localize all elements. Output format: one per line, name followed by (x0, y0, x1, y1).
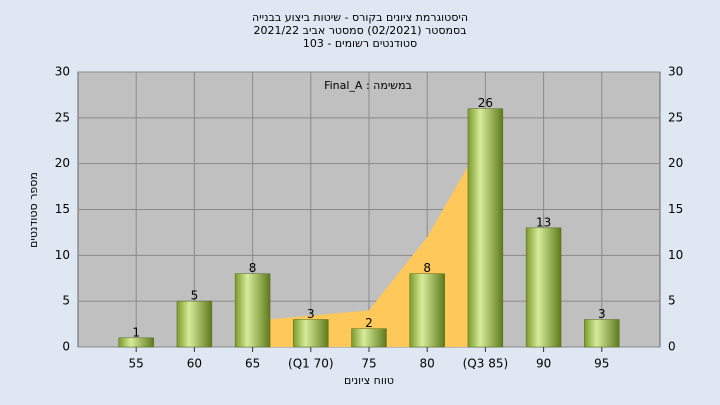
bar (234, 273, 271, 348)
x-tick-label: 75 (361, 357, 376, 371)
y-tick-label: 0 (62, 340, 70, 354)
data-label: 1 (132, 325, 140, 339)
x-tick-label: 95 (594, 357, 609, 371)
y2-tick-label: 25 (668, 110, 683, 124)
y-axis-label: מספר סטודנטים (27, 172, 40, 248)
y-tick-label: 10 (55, 248, 70, 262)
y2-tick-label: 15 (668, 202, 683, 216)
data-label: 26 (478, 96, 493, 110)
y2-tick-label: 30 (668, 65, 683, 79)
x-axis-label: טווח ציונים (344, 374, 394, 387)
x-tick-label: (Q3 85) (463, 357, 509, 371)
y-tick-label: 15 (55, 202, 70, 216)
subtitle: סטודנטים רשומים - 103 (303, 37, 417, 50)
data-label: 3 (598, 307, 606, 321)
y-tick-label: 5 (62, 294, 70, 308)
data-label: 8 (423, 261, 431, 275)
subtitle: בסמסטר (02/2021) סמסטר אביב 2021/22 (253, 24, 466, 37)
bar (409, 273, 445, 348)
y2-tick-label: 0 (668, 340, 676, 354)
x-tick-label: 80 (420, 357, 435, 371)
x-tick-label: 90 (536, 357, 551, 371)
data-label: 5 (191, 289, 199, 303)
y-tick-label: 30 (55, 65, 70, 79)
bar (118, 337, 154, 348)
y-tick-label: 25 (55, 110, 70, 124)
chart-title: היסטוגרמת ציונים בקורס - שיטות ביצוע בבנ… (252, 11, 468, 24)
y-tick-label: 20 (55, 156, 70, 170)
bar (293, 319, 329, 348)
y2-tick-label: 20 (668, 156, 683, 170)
x-tick-label: (Q1 70) (288, 357, 334, 371)
x-tick-label: 60 (187, 357, 202, 371)
x-tick-label: 55 (129, 357, 144, 371)
annotation: במשימה : Final_A (324, 79, 412, 92)
bar (176, 300, 213, 348)
x-tick-label: 65 (245, 357, 260, 371)
y2-tick-label: 5 (668, 294, 676, 308)
data-label: 8 (249, 261, 257, 275)
bar (525, 227, 562, 348)
y2-tick-label: 10 (668, 248, 683, 262)
data-label: 2 (365, 316, 373, 330)
data-label: 13 (536, 215, 551, 229)
bar (584, 319, 620, 348)
bar (467, 108, 504, 348)
bar (351, 328, 387, 348)
data-label: 3 (307, 307, 315, 321)
